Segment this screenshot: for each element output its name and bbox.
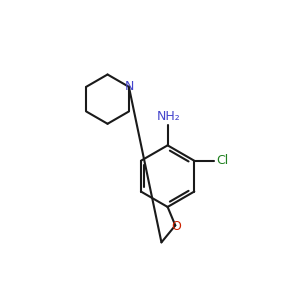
Text: O: O [171,220,181,233]
Text: N: N [125,80,134,92]
Text: NH₂: NH₂ [157,110,180,123]
Text: Cl: Cl [216,154,228,167]
